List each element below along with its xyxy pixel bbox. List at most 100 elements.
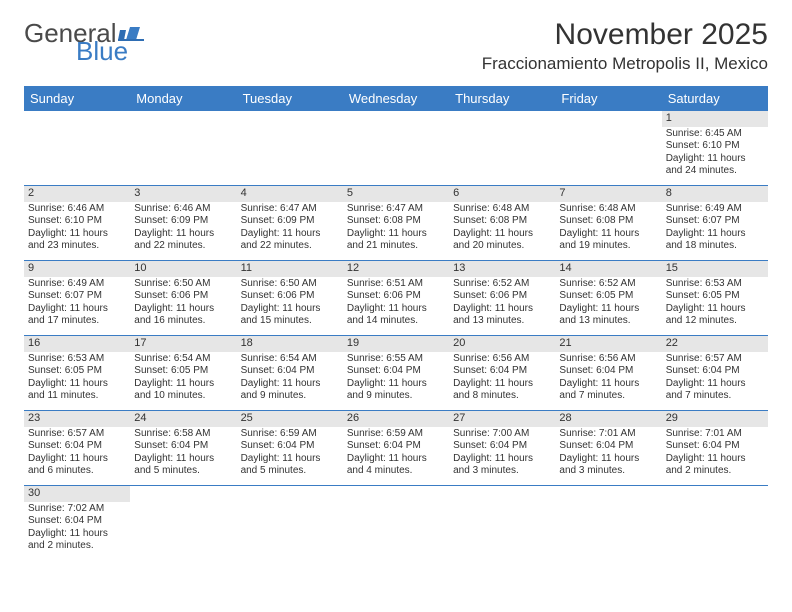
sunrise-text: Sunrise: 6:50 AM xyxy=(241,278,339,291)
day-cell: 30Sunrise: 7:02 AMSunset: 6:04 PMDayligh… xyxy=(24,486,130,560)
day-cell: 28Sunrise: 7:01 AMSunset: 6:04 PMDayligh… xyxy=(555,411,661,485)
header: GeneralBlue November 2025 Fraccionamient… xyxy=(0,0,792,78)
sunset-text: Sunset: 6:04 PM xyxy=(666,365,764,378)
day-number: 15 xyxy=(662,261,768,277)
day-number: 21 xyxy=(555,336,661,352)
sunset-text: Sunset: 6:08 PM xyxy=(347,215,445,228)
day-cell xyxy=(555,111,661,185)
daylight-text: Daylight: 11 hours and 15 minutes. xyxy=(241,303,339,328)
day-number: 28 xyxy=(555,411,661,427)
day-number: 11 xyxy=(237,261,343,277)
day-cell: 12Sunrise: 6:51 AMSunset: 6:06 PMDayligh… xyxy=(343,261,449,335)
daylight-text: Daylight: 11 hours and 19 minutes. xyxy=(559,228,657,253)
sunrise-text: Sunrise: 6:46 AM xyxy=(134,203,232,216)
day-number: 26 xyxy=(343,411,449,427)
sunrise-text: Sunrise: 6:52 AM xyxy=(559,278,657,291)
day-header-cell: Saturday xyxy=(662,86,768,111)
sunrise-text: Sunrise: 6:56 AM xyxy=(453,353,551,366)
daylight-text: Daylight: 11 hours and 9 minutes. xyxy=(347,378,445,403)
week-row: 16Sunrise: 6:53 AMSunset: 6:05 PMDayligh… xyxy=(24,336,768,411)
day-cell xyxy=(449,111,555,185)
sunset-text: Sunset: 6:06 PM xyxy=(347,290,445,303)
sunset-text: Sunset: 6:04 PM xyxy=(347,440,445,453)
day-cell: 23Sunrise: 6:57 AMSunset: 6:04 PMDayligh… xyxy=(24,411,130,485)
daylight-text: Daylight: 11 hours and 10 minutes. xyxy=(134,378,232,403)
day-cell xyxy=(662,486,768,560)
sunset-text: Sunset: 6:07 PM xyxy=(28,290,126,303)
day-header-cell: Sunday xyxy=(24,86,130,111)
day-cell: 11Sunrise: 6:50 AMSunset: 6:06 PMDayligh… xyxy=(237,261,343,335)
day-number: 14 xyxy=(555,261,661,277)
day-number: 8 xyxy=(662,186,768,202)
sunrise-text: Sunrise: 6:59 AM xyxy=(241,428,339,441)
day-cell: 7Sunrise: 6:48 AMSunset: 6:08 PMDaylight… xyxy=(555,186,661,260)
sunset-text: Sunset: 6:04 PM xyxy=(241,365,339,378)
week-row: 2Sunrise: 6:46 AMSunset: 6:10 PMDaylight… xyxy=(24,186,768,261)
sunrise-text: Sunrise: 6:56 AM xyxy=(559,353,657,366)
day-cell: 17Sunrise: 6:54 AMSunset: 6:05 PMDayligh… xyxy=(130,336,236,410)
day-number: 2 xyxy=(24,186,130,202)
sunrise-text: Sunrise: 6:54 AM xyxy=(241,353,339,366)
day-cell xyxy=(130,486,236,560)
sunset-text: Sunset: 6:04 PM xyxy=(453,440,551,453)
day-cell: 20Sunrise: 6:56 AMSunset: 6:04 PMDayligh… xyxy=(449,336,555,410)
daylight-text: Daylight: 11 hours and 3 minutes. xyxy=(453,453,551,478)
weeks-container: 1Sunrise: 6:45 AMSunset: 6:10 PMDaylight… xyxy=(24,111,768,560)
daylight-text: Daylight: 11 hours and 7 minutes. xyxy=(666,378,764,403)
day-cell: 14Sunrise: 6:52 AMSunset: 6:05 PMDayligh… xyxy=(555,261,661,335)
daylight-text: Daylight: 11 hours and 5 minutes. xyxy=(134,453,232,478)
day-number: 30 xyxy=(24,486,130,502)
day-header-cell: Thursday xyxy=(449,86,555,111)
day-number: 24 xyxy=(130,411,236,427)
day-cell: 29Sunrise: 7:01 AMSunset: 6:04 PMDayligh… xyxy=(662,411,768,485)
daylight-text: Daylight: 11 hours and 16 minutes. xyxy=(134,303,232,328)
day-number: 25 xyxy=(237,411,343,427)
daylight-text: Daylight: 11 hours and 13 minutes. xyxy=(559,303,657,328)
day-number: 20 xyxy=(449,336,555,352)
day-number: 29 xyxy=(662,411,768,427)
day-cell: 4Sunrise: 6:47 AMSunset: 6:09 PMDaylight… xyxy=(237,186,343,260)
day-header-cell: Wednesday xyxy=(343,86,449,111)
sunrise-text: Sunrise: 6:48 AM xyxy=(453,203,551,216)
daylight-text: Daylight: 11 hours and 12 minutes. xyxy=(666,303,764,328)
day-number: 5 xyxy=(343,186,449,202)
sunrise-text: Sunrise: 6:49 AM xyxy=(666,203,764,216)
day-cell: 26Sunrise: 6:59 AMSunset: 6:04 PMDayligh… xyxy=(343,411,449,485)
sunset-text: Sunset: 6:08 PM xyxy=(453,215,551,228)
day-cell: 25Sunrise: 6:59 AMSunset: 6:04 PMDayligh… xyxy=(237,411,343,485)
day-cell xyxy=(130,111,236,185)
sunset-text: Sunset: 6:08 PM xyxy=(559,215,657,228)
day-cell: 10Sunrise: 6:50 AMSunset: 6:06 PMDayligh… xyxy=(130,261,236,335)
logo-text-blue: Blue xyxy=(76,36,128,67)
day-cell: 9Sunrise: 6:49 AMSunset: 6:07 PMDaylight… xyxy=(24,261,130,335)
sunrise-text: Sunrise: 6:55 AM xyxy=(347,353,445,366)
day-cell: 2Sunrise: 6:46 AMSunset: 6:10 PMDaylight… xyxy=(24,186,130,260)
day-header-cell: Friday xyxy=(555,86,661,111)
day-number: 10 xyxy=(130,261,236,277)
sunrise-text: Sunrise: 6:53 AM xyxy=(666,278,764,291)
sunset-text: Sunset: 6:04 PM xyxy=(453,365,551,378)
sunset-text: Sunset: 6:04 PM xyxy=(666,440,764,453)
sunset-text: Sunset: 6:05 PM xyxy=(666,290,764,303)
week-row: 9Sunrise: 6:49 AMSunset: 6:07 PMDaylight… xyxy=(24,261,768,336)
sunset-text: Sunset: 6:05 PM xyxy=(134,365,232,378)
location: Fraccionamiento Metropolis II, Mexico xyxy=(482,54,768,74)
sunset-text: Sunset: 6:04 PM xyxy=(559,440,657,453)
day-number: 18 xyxy=(237,336,343,352)
sunset-text: Sunset: 6:09 PM xyxy=(241,215,339,228)
daylight-text: Daylight: 11 hours and 22 minutes. xyxy=(134,228,232,253)
daylight-text: Daylight: 11 hours and 9 minutes. xyxy=(241,378,339,403)
day-cell xyxy=(343,486,449,560)
sunrise-text: Sunrise: 6:59 AM xyxy=(347,428,445,441)
month-title: November 2025 xyxy=(482,18,768,52)
sunrise-text: Sunrise: 6:49 AM xyxy=(28,278,126,291)
day-cell: 16Sunrise: 6:53 AMSunset: 6:05 PMDayligh… xyxy=(24,336,130,410)
day-number: 7 xyxy=(555,186,661,202)
daylight-text: Daylight: 11 hours and 13 minutes. xyxy=(453,303,551,328)
sunrise-text: Sunrise: 7:01 AM xyxy=(559,428,657,441)
day-number: 19 xyxy=(343,336,449,352)
day-number: 6 xyxy=(449,186,555,202)
sunset-text: Sunset: 6:09 PM xyxy=(134,215,232,228)
sunrise-text: Sunrise: 6:58 AM xyxy=(134,428,232,441)
day-cell: 24Sunrise: 6:58 AMSunset: 6:04 PMDayligh… xyxy=(130,411,236,485)
